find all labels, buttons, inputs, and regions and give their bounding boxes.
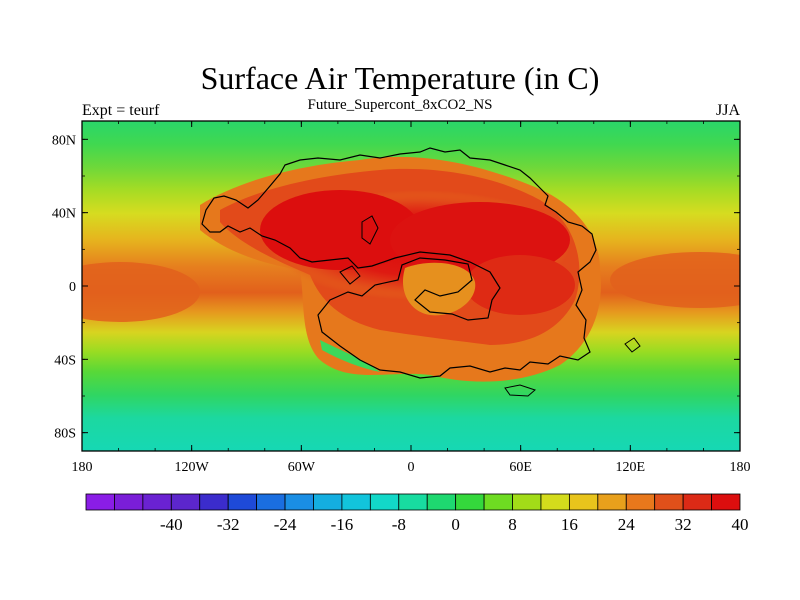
colorbar-swatch bbox=[170, 493, 201, 511]
colorbar-swatch bbox=[398, 493, 428, 511]
season-label: JJA bbox=[715, 102, 740, 119]
colorbar-label: -16 bbox=[331, 515, 354, 534]
colorbar-swatch bbox=[142, 493, 172, 511]
colorbar-label: 16 bbox=[561, 515, 578, 534]
colorbar-swatch bbox=[199, 493, 229, 511]
colorbar-label: 40 bbox=[732, 515, 749, 534]
colorbar-swatch bbox=[313, 493, 343, 511]
colorbar-swatch bbox=[568, 493, 599, 511]
colorbar-swatch bbox=[369, 493, 400, 511]
temperature-field bbox=[82, 121, 740, 451]
colorbar-swatch bbox=[625, 493, 656, 511]
island-outline bbox=[339, 265, 361, 285]
colorbar-swatch bbox=[597, 493, 627, 511]
lon-tick-label: 180 bbox=[730, 460, 751, 475]
map-axes: 180 120W 60W 0 60E 120E 180 80N 40N 0 40S 80S bbox=[52, 121, 751, 475]
coastline bbox=[201, 147, 597, 379]
colorbar-swatch bbox=[114, 493, 144, 511]
island-outline bbox=[361, 215, 379, 245]
lon-tick-label: 60E bbox=[509, 460, 532, 475]
colorbar-swatch bbox=[654, 493, 684, 511]
colorbar-label: 32 bbox=[675, 515, 692, 534]
colorbar-swatch bbox=[483, 493, 513, 511]
colorbar-label: -8 bbox=[392, 515, 406, 534]
colorbar-swatch bbox=[711, 493, 741, 511]
colorbar-label: -32 bbox=[217, 515, 240, 534]
colorbar-swatch bbox=[426, 493, 457, 511]
colorbar-label: 24 bbox=[618, 515, 636, 534]
plot-title: Surface Air Temperature (in C) bbox=[200, 60, 600, 96]
colorbar-swatch bbox=[512, 493, 542, 511]
lon-tick-label: 0 bbox=[408, 460, 415, 475]
island-outline bbox=[624, 337, 641, 353]
experiment-label: Expt = teurf bbox=[82, 102, 160, 119]
colorbar-swatch bbox=[540, 493, 570, 511]
lat-tick-label: 40S bbox=[54, 353, 76, 368]
colorbar-swatch bbox=[341, 493, 371, 511]
colorbar-swatch bbox=[682, 493, 712, 511]
plot-subtitle: Future_Supercont_8xCO2_NS bbox=[307, 97, 493, 113]
lat-tick-label: 80N bbox=[52, 133, 76, 148]
lat-tick-label: 0 bbox=[69, 280, 76, 295]
lon-tick-label: 60W bbox=[288, 460, 316, 475]
colorbar-label: 8 bbox=[508, 515, 517, 534]
lon-tick-label: 120W bbox=[175, 460, 210, 475]
colorbar-label: 0 bbox=[451, 515, 460, 534]
colorbar-label: -24 bbox=[274, 515, 297, 534]
colorbar-swatch bbox=[227, 493, 258, 511]
colorbar: -40 -32 -24 -16 -8 0 8 16 24 32 40 bbox=[85, 493, 749, 534]
colorbar-swatch bbox=[256, 493, 286, 511]
colorbar-swatch bbox=[85, 493, 115, 511]
lat-tick-label: 40N bbox=[52, 207, 76, 222]
colorbar-label: -40 bbox=[160, 515, 183, 534]
lon-tick-label: 120E bbox=[616, 460, 646, 475]
colorbar-swatch bbox=[284, 493, 314, 511]
colorbar-swatch bbox=[455, 493, 485, 511]
island-outline bbox=[504, 384, 536, 397]
lat-tick-label: 80S bbox=[54, 427, 76, 442]
lon-tick-label: 180 bbox=[72, 460, 93, 475]
